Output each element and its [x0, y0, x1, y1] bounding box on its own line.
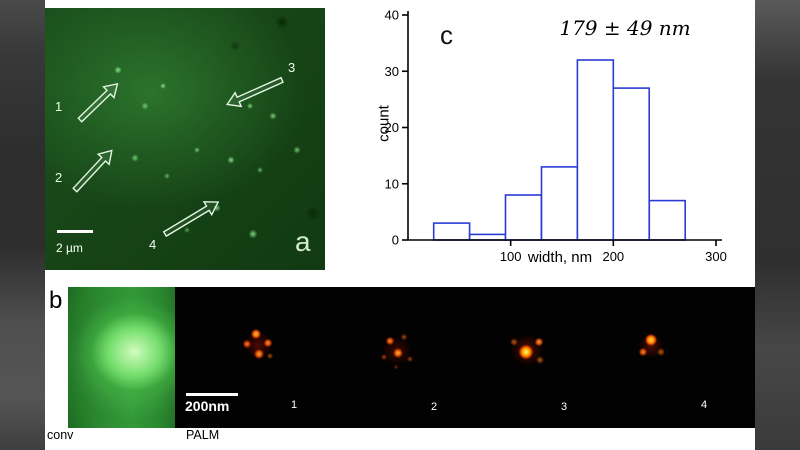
svg-text:200: 200 [602, 249, 624, 264]
palm-spot-label-3: 3 [561, 401, 568, 413]
arrow-label-2: 2 [55, 170, 62, 185]
palm-caption: PALM [186, 428, 220, 442]
panel-a-microscopy-image: 1 2 3 4 2 µm a [45, 8, 325, 270]
svg-text:0: 0 [392, 233, 399, 248]
palm-scale-bar [186, 393, 238, 396]
histogram-annotation: 179 ± 49 nm [559, 16, 691, 40]
panel-a-label: a [295, 226, 311, 257]
svg-text:20: 20 [385, 120, 399, 135]
panel-c-label: c [440, 20, 453, 50]
arrow-1-icon [77, 82, 119, 123]
palm-spot-4 [617, 310, 687, 380]
histogram-xlabel: width, nm [527, 249, 593, 266]
palm-image-area: 200nm 1 2 3 4 [175, 287, 755, 428]
panel-b-strip: b 200nm 1 2 3 4 [45, 287, 755, 428]
palm-spot-3 [492, 314, 562, 384]
arrow-label-3: 3 [288, 60, 295, 75]
figure-content: 1 2 3 4 2 µm a 100 200 300 0 10 20 30 40 c 179 … [45, 0, 755, 450]
arrow-label-4: 4 [149, 237, 156, 252]
svg-text:300: 300 [705, 249, 727, 264]
arrow-4-icon [162, 201, 220, 238]
arrow-2-icon [72, 149, 113, 193]
palm-spot-label-4: 4 [701, 399, 708, 411]
left-letterbox [0, 0, 45, 450]
panel-a-scale-bar [57, 230, 93, 233]
palm-spot-1 [223, 310, 293, 380]
arrow-label-1: 1 [55, 99, 62, 114]
svg-text:40: 40 [385, 8, 399, 23]
panel-a-overlay: 1 2 3 4 2 µm a [55, 60, 311, 257]
panel-b-label: b [49, 287, 63, 314]
svg-text:30: 30 [385, 64, 399, 79]
panel-a-scale-label: 2 µm [56, 241, 83, 255]
palm-spot-2 [362, 315, 432, 385]
palm-scale-label: 200nm [185, 398, 230, 414]
svg-text:100: 100 [500, 249, 522, 264]
conv-image [68, 287, 175, 428]
palm-spot-label-1: 1 [291, 399, 298, 411]
svg-text:10: 10 [385, 176, 399, 191]
histogram-plot: 100 200 300 0 10 20 30 40 [385, 8, 727, 265]
right-letterbox [755, 0, 800, 450]
arrow-3-icon [225, 76, 284, 108]
palm-spot-label-2: 2 [431, 401, 438, 413]
histogram-ylabel: count [375, 105, 393, 142]
conv-caption: conv [47, 428, 74, 442]
